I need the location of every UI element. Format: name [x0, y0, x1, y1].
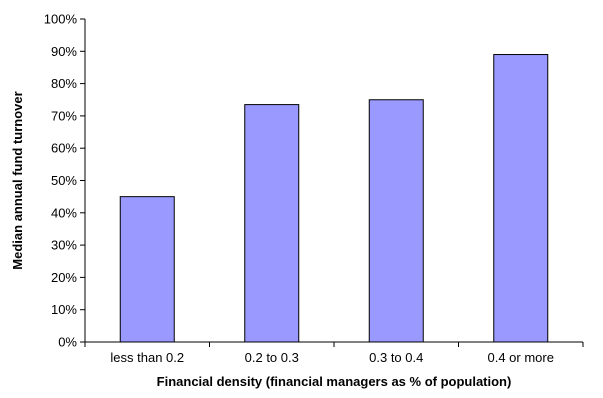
y-tick-label: 60% — [51, 141, 77, 156]
x-tick-label: 0.3 to 0.4 — [369, 350, 423, 365]
bar — [244, 104, 300, 343]
y-tick-label: 10% — [51, 302, 77, 317]
y-tick-label: 40% — [51, 205, 77, 220]
bars-group — [119, 54, 549, 343]
y-tick-label: 80% — [51, 76, 77, 91]
x-axis-ticks: less than 0.2 0.2 to 0.3 0.3 to 0.4 0.4 or … — [84, 342, 584, 365]
y-tick-label: 0% — [58, 335, 77, 350]
y-tick-label: 100% — [44, 12, 78, 27]
y-tick-label: 20% — [51, 270, 77, 285]
bar — [493, 54, 549, 343]
y-tick-label: 90% — [51, 44, 77, 59]
y-tick-label: 70% — [51, 108, 77, 123]
y-axis-ticks: 0% 10% 20% 30% 40% 50% 60% 70% 80% 90% 100% — [44, 12, 85, 350]
y-tick-label: 50% — [51, 173, 77, 188]
bar — [119, 196, 175, 343]
x-tick-label: 0.4 or more — [488, 350, 554, 365]
bar — [368, 99, 424, 343]
x-tick-label: 0.2 to 0.3 — [245, 350, 299, 365]
x-tick-label: less than 0.2 — [110, 350, 184, 365]
y-tick-label: 30% — [51, 238, 77, 253]
y-axis-title: Median annual fund turnover — [10, 91, 25, 269]
x-axis-title: Financial density (financial managers as… — [157, 374, 512, 389]
